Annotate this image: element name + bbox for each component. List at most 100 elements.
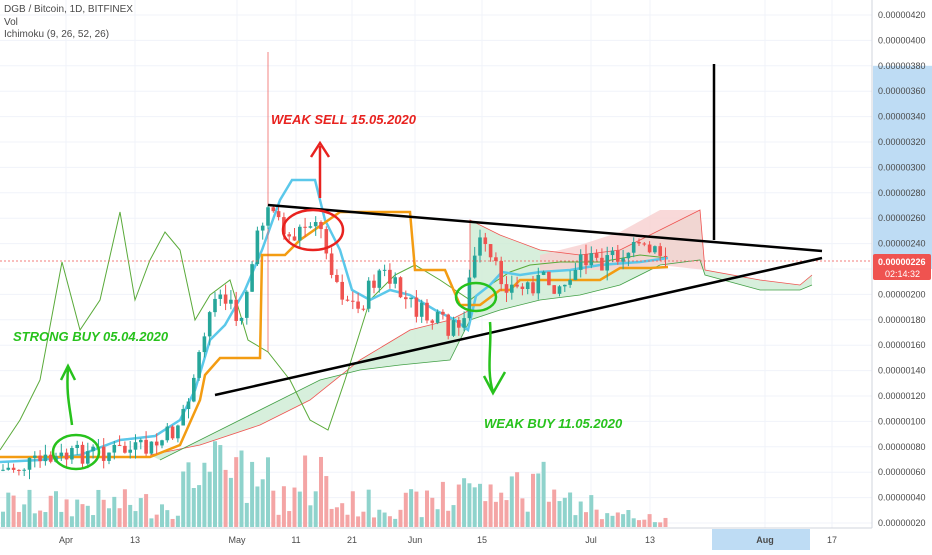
candle-body <box>419 302 424 317</box>
volume-bar <box>356 516 361 527</box>
candle-body <box>451 320 456 336</box>
time-tick-label: Jul <box>585 535 597 545</box>
candle-body <box>234 299 238 321</box>
weak-buy-annotation[interactable]: WEAK BUY 11.05.2020 <box>454 281 623 431</box>
triangle-upper-trendline[interactable] <box>267 203 823 253</box>
candle-body <box>250 264 254 292</box>
candle-body <box>499 260 503 285</box>
volume-bar <box>568 492 573 527</box>
candle-body <box>605 255 609 271</box>
candle-body <box>11 467 16 470</box>
weak-buy-label: WEAK BUY 11.05.2020 <box>484 416 623 431</box>
candle-body <box>430 320 435 323</box>
candle-body <box>59 452 64 457</box>
volume-bar <box>387 516 392 527</box>
volume-bar <box>138 498 143 527</box>
strong-buy-label: STRONG BUY 05.04.2020 <box>13 329 169 344</box>
candle-body <box>1 469 5 471</box>
volume-bar <box>493 501 498 527</box>
volume-bar <box>308 505 313 527</box>
volume-bar <box>11 495 16 527</box>
candle-body <box>22 469 26 471</box>
candle-body <box>441 311 445 315</box>
candle-body <box>207 312 212 337</box>
volume-bar <box>96 489 101 527</box>
last-price-badge: 0.00000226 02:14:32 <box>873 254 931 280</box>
volume-bar <box>525 511 530 527</box>
price-tick-label: 0.00000100 <box>878 416 926 426</box>
volume-bar <box>128 504 133 527</box>
strong-buy-annotation[interactable]: STRONG BUY 05.04.2020 <box>13 329 169 471</box>
volume-bar <box>59 511 64 527</box>
volume-bar <box>122 489 127 527</box>
volume-bar <box>324 476 329 527</box>
candle-body <box>160 440 164 446</box>
candle-body <box>313 222 318 227</box>
candle-body <box>520 286 525 290</box>
weak-buy-arrowhead <box>482 371 507 396</box>
candle-body <box>382 269 387 271</box>
candle-body <box>563 284 567 287</box>
price-tick-label: 0.00000240 <box>878 239 926 249</box>
candle-body <box>303 226 307 228</box>
volume-bar <box>218 445 223 527</box>
volume-bar <box>160 504 164 527</box>
volume-bar <box>584 512 588 527</box>
candle-body <box>75 444 79 449</box>
candle-body <box>594 253 599 258</box>
volume-bar <box>260 479 265 527</box>
price-axis[interactable]: 0.00000420 0.00000400 0.00000380 0.00000360… <box>871 0 932 550</box>
volume-bar <box>64 499 69 527</box>
candle-body <box>112 444 117 453</box>
candle-body <box>547 271 551 286</box>
candle-body <box>245 291 249 318</box>
volume-bar <box>462 478 467 527</box>
time-axis[interactable]: Apr 13 May 11 21 Jun 15 Jul 13 Aug 17 <box>0 527 872 550</box>
weak-sell-annotation[interactable]: WEAK SELL 15.05.2020 <box>271 112 417 252</box>
candle-body <box>393 277 397 284</box>
volume-bar <box>515 472 520 527</box>
volume-bar <box>440 481 445 527</box>
candle-body <box>239 317 244 321</box>
weak-buy-circle <box>454 281 498 313</box>
volume-bar <box>80 504 85 527</box>
volume-bar <box>361 511 366 527</box>
candle-body <box>573 269 578 281</box>
volume-bar <box>414 491 419 527</box>
volume-bar <box>478 483 482 527</box>
triangle-lower-trendline[interactable] <box>214 256 823 397</box>
candlesticks <box>1 205 668 480</box>
volume-bar <box>213 441 217 527</box>
time-tick-label: 15 <box>477 535 487 545</box>
price-tick-label: 0.00000120 <box>878 391 926 401</box>
volume-bar <box>615 512 620 527</box>
candle-body <box>255 230 260 265</box>
candle-body <box>361 308 366 310</box>
triangle-pattern[interactable] <box>214 64 823 397</box>
volume-bar <box>499 492 504 527</box>
volume-bar <box>552 489 557 527</box>
candle-body <box>43 454 48 462</box>
price-tick-label: 0.00000380 <box>878 61 926 71</box>
volume-bar <box>393 518 398 527</box>
candle-body <box>80 444 85 464</box>
candle-body <box>409 297 413 300</box>
candle-body <box>600 257 604 271</box>
candle-body <box>298 226 302 241</box>
candle-body <box>324 229 329 254</box>
candle-body <box>425 302 429 321</box>
candle-body <box>647 244 652 253</box>
candle-body <box>510 284 514 293</box>
volume-bar <box>107 508 111 527</box>
volume-bar <box>472 487 477 527</box>
time-tick-labels: Apr 13 May 11 21 Jun 15 Jul 13 Aug 17 <box>59 535 837 545</box>
volume-bar <box>621 514 626 527</box>
candle-body <box>287 234 291 237</box>
volume-bar <box>271 490 276 527</box>
volume-bar <box>446 510 451 527</box>
candle-body <box>467 277 472 319</box>
strong-buy-circle <box>51 433 101 471</box>
volume-bar <box>557 501 562 527</box>
